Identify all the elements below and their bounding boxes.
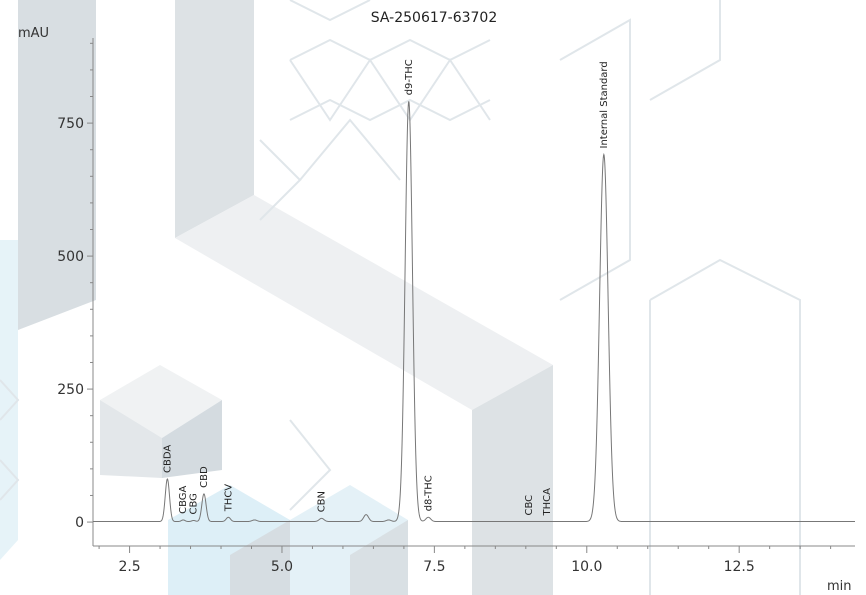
peak-label: d9-THC <box>404 59 415 95</box>
peak-label: CBG <box>189 493 200 514</box>
x-tick-label: 7.5 <box>423 559 445 575</box>
peak-label: CBN <box>317 491 328 512</box>
bg-lattice <box>0 0 801 595</box>
bg-shape <box>100 365 222 438</box>
x-tick-label: 5.0 <box>271 559 293 575</box>
y-axis-unit: mAU <box>18 26 49 41</box>
chromatogram-trace <box>93 101 855 523</box>
bg-shape <box>18 0 96 330</box>
bg-shape <box>100 400 162 478</box>
y-tick-label: 750 <box>57 116 84 132</box>
peak-label: d8-THC <box>423 475 434 511</box>
x-tick-label: 2.5 <box>118 559 140 575</box>
bg-shape <box>472 365 553 595</box>
bg-shape <box>230 520 290 595</box>
x-tick-label: 12.5 <box>724 559 755 575</box>
y-tick-label: 250 <box>57 382 84 398</box>
bg-shape <box>175 0 254 238</box>
y-tick-label: 500 <box>57 249 84 265</box>
peak-label: Internal Standard <box>599 61 610 148</box>
peak-label: CBD <box>199 466 210 488</box>
bg-shape <box>175 195 553 410</box>
x-axis-unit: min <box>827 579 852 594</box>
peak-label: CBGA <box>178 485 189 513</box>
peak-labels: CBDA CBGA CBG CBD THCV CBN d9-THC d8-THC CBC THCA… <box>162 59 609 516</box>
peak-label: THCA <box>542 488 553 517</box>
bg-shape <box>0 240 18 560</box>
peak-label: CBDA <box>162 445 173 473</box>
y-tick-label: 0 <box>75 515 84 531</box>
x-axis-ticks: 2.5 5.0 7.5 10.0 12.5 <box>98 546 832 575</box>
peak-label: THCV <box>223 484 234 513</box>
y-axis-ticks: 0 250 500 750 <box>57 42 93 531</box>
peak-label: CBC <box>524 495 535 516</box>
x-tick-label: 10.0 <box>571 559 602 575</box>
chart-title: SA-250617-63702 <box>371 10 498 26</box>
bg-shape <box>162 400 222 478</box>
bg-shape <box>350 520 408 595</box>
